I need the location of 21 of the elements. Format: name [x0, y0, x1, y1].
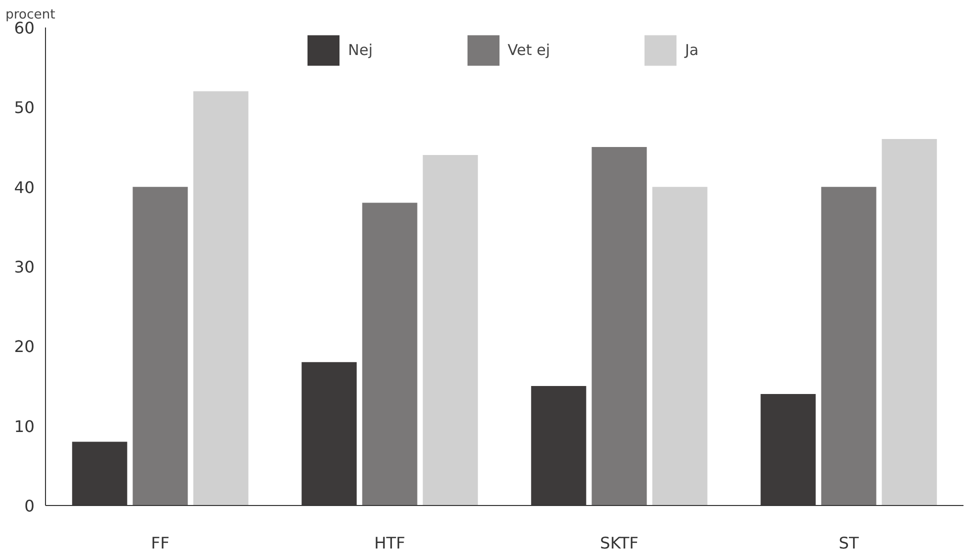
bar: [422, 154, 478, 506]
y-tick-label: 40: [14, 178, 34, 197]
y-tick-label: 10: [14, 416, 34, 436]
y-tick-label: 0: [24, 496, 35, 516]
bar: [821, 186, 876, 506]
x-tick-label: SKTF: [600, 534, 638, 552]
bar: [882, 139, 937, 506]
y-tick-label: 30: [14, 258, 34, 276]
y-tick-label: 50: [14, 98, 34, 118]
y-tick-label: 20: [14, 337, 34, 356]
x-tick-label: ST: [838, 534, 859, 552]
bar: [592, 147, 647, 506]
bar: [652, 186, 708, 506]
legend-label: Nej: [348, 41, 373, 59]
x-tick-label: HTF: [374, 534, 406, 552]
bar: [362, 202, 418, 506]
bar: [132, 186, 188, 506]
legend-label: Ja: [685, 41, 700, 59]
x-tick-label: FF: [151, 534, 170, 552]
legend-label: Vet ej: [508, 41, 550, 59]
bar: [193, 91, 248, 506]
